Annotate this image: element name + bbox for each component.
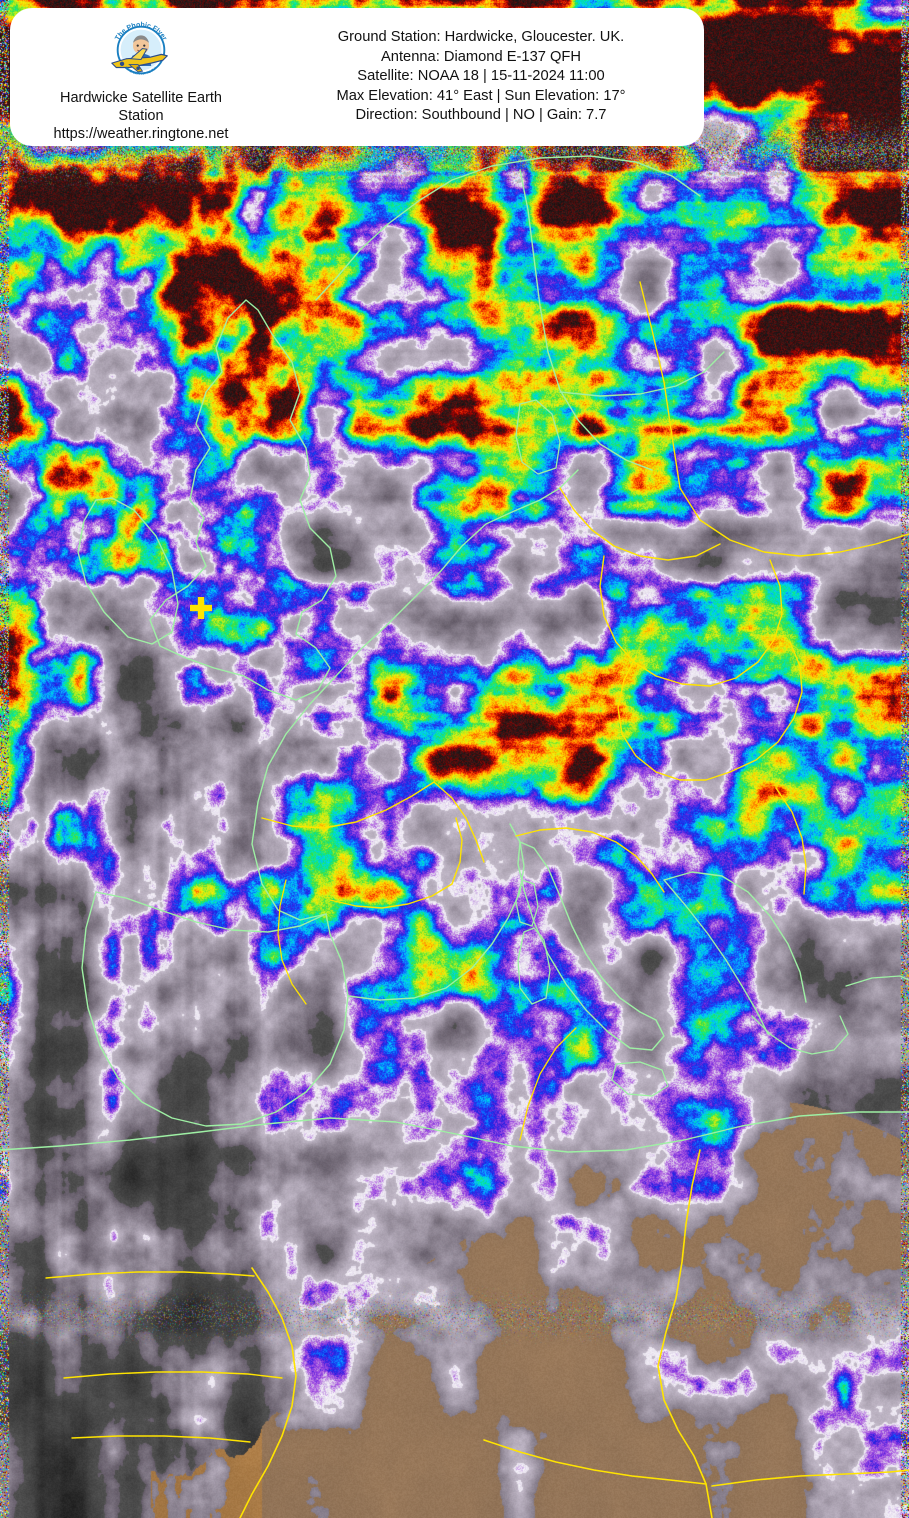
station-info-card: The Phobic Flyer WHO LEARNT TO FLY Hardw… xyxy=(10,8,704,146)
pass-details-block: Ground Station: Hardwicke, Gloucester. U… xyxy=(272,28,704,126)
station-url-label[interactable]: https://weather.ringtone.net xyxy=(53,126,229,142)
political-border-layer xyxy=(45,281,909,1518)
pass-line-satellite: Satellite: NOAA 18 | 15-11-2024 11:00 xyxy=(357,68,605,85)
coastline-layer xyxy=(0,155,909,1153)
pass-line-direction: Direction: Southbound | NO | Gain: 7.7 xyxy=(355,107,607,124)
plane-badge-logo-icon: The Phobic Flyer WHO LEARNT TO FLY xyxy=(111,22,168,76)
pass-line-elevation: Max Elevation: 41° East | Sun Elevation:… xyxy=(336,87,626,104)
station-identity-block: The Phobic Flyer WHO LEARNT TO FLY Hardw… xyxy=(10,11,272,143)
pass-line-ground-station: Ground Station: Hardwicke, Gloucester. U… xyxy=(337,29,625,46)
pass-line-antenna: Antenna: Diamond E-137 QFH xyxy=(380,48,582,65)
ground-station-marker xyxy=(190,597,212,619)
station-name-label: Hardwicke Satellite Earth Station xyxy=(60,90,222,124)
